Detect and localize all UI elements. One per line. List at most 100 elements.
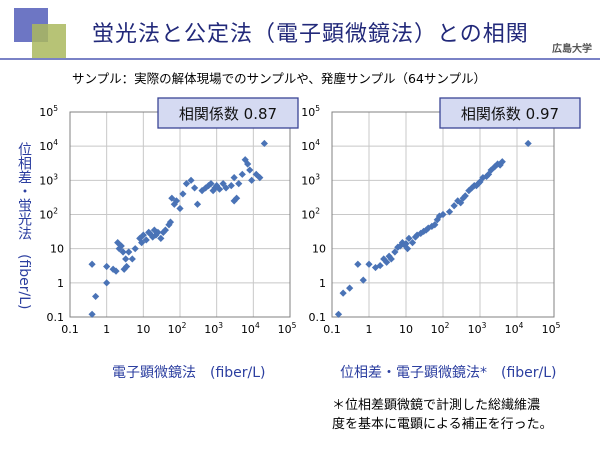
chart2-y-tick-label: 10 [312,243,326,256]
chart1-data-point [179,190,187,198]
chart1-data-point [235,180,243,188]
chart1-data-point [103,262,111,271]
chart2-data-point [398,239,407,247]
chart1-data-point [128,255,136,263]
chart2-data-point [403,245,412,253]
chart2-correlation-label: 相関係数 0.97 [461,105,559,123]
chart2-data-point [459,194,467,202]
chart1-x-tick-label: 102 [168,321,187,336]
chart1-data-point [176,204,184,213]
chart2-data-point [524,139,532,148]
chart2-y-tick-label: 105 [301,104,320,119]
chart1-data-point [122,255,130,263]
chart1-y-tick-label: 103 [39,172,58,187]
header-rule [0,58,600,60]
chart2-data-point [491,163,499,171]
chart2-x-tick-label: 103 [468,321,487,336]
chart1-data-point [154,228,162,236]
chart-2: 0.10.1 1 1 10 10 102 102 103 103 104 104 105 105 相関係数… [301,97,581,336]
chart2-data-point [359,276,367,284]
chart1-data-point [256,174,264,182]
chart2-x-tick-label: 104 [505,321,524,336]
chart2-data-point [383,258,391,266]
chart2-data-point [334,310,343,318]
chart2-data-point [385,252,393,260]
chart1-data-point [139,231,147,239]
chart2-data-point [457,199,465,207]
chart1-data-point [222,184,230,192]
chart1-correlation-box [157,97,299,129]
sample-description: サンプル：実際の解体現場でのサンプルや、発塵サンプル（64サンプル） [72,71,487,86]
chart2-data-point [439,210,447,219]
chart2-data-point [445,208,454,216]
chart2-data-point [431,221,439,229]
chart2-x-tick-label: 1 [366,323,373,336]
chart2-data-point [422,226,430,234]
chart2-data-point [454,197,462,205]
footnote-line-1: ＊位相差顕微鏡で計測した総繊維濃 [332,398,541,413]
chart2-y-tick-label: 1 [319,277,326,290]
chart1-data-point [172,197,181,205]
chart2-data-point [394,243,402,251]
chart1-y-tick-label: 102 [39,207,58,222]
chart1-data-point [246,166,254,174]
chart1-data-point [161,226,170,234]
chart1-data-point [233,194,241,202]
chart2-data-point [339,289,347,297]
chart2-data-point [428,222,436,230]
chart1-data-point [193,200,202,208]
chart2-data-point [424,224,432,232]
chart1-data-point [190,184,199,192]
chart1-y-tick-label: 1 [57,277,64,290]
chart1-data-point [123,262,131,271]
chart1-x-tick-label: 103 [204,321,223,336]
chart1-data-point [103,279,111,287]
chart1-data-point [248,176,256,184]
chart1-data-point [227,182,235,190]
chart1-y-tick-label: 105 [39,104,58,119]
chart2-data-point [450,202,458,210]
chart1-x-tick-label: 105 [278,321,297,336]
chart1-correlation-label: 相関係数 0.87 [179,105,277,123]
chart1-data-point [142,236,150,244]
chart2-data-point [380,255,388,263]
chart2-data-point [396,242,404,250]
chart1-data-point [92,292,100,301]
chart1-x-tick-label: 104 [241,321,260,336]
chart1-data-point [138,239,146,247]
chart1-data-point [166,218,175,226]
decoration-square-green [32,24,66,58]
chart-1: 0.10.1 1 1 10 10 102 102 103 103 104 104 105 105 相関係数… [39,97,299,336]
chart1-data-point [215,185,224,193]
chart1-data-point [230,174,238,182]
chart2-data-point [433,216,441,224]
chart1-data-point [238,170,246,178]
chart1-x-tick-label: 1 [103,323,110,336]
chart2-data-point [417,229,425,237]
chart2-data-point [468,184,476,192]
chart2-y-tick-label: 103 [301,172,320,187]
chart2-x-tick-label: 105 [542,321,561,336]
chart1-data-point [252,170,260,178]
chart1-data-point [119,248,127,256]
chart2-data-point [496,161,504,169]
chart2-x-tick-label: 0.1 [323,323,341,336]
chart1-data-point [120,265,128,273]
chart1-data-point [182,180,191,188]
chart2-data-point [498,158,506,166]
chart1-x-tick-label: 0.1 [61,323,79,336]
chart2-data-point [376,261,384,270]
chart2-x-tick-label: 102 [431,321,450,336]
chart1-data-point [157,234,165,242]
chart1-x-tick-label: 10 [136,323,150,336]
chart1-y-tick-label: 0.1 [47,311,65,324]
chart2-data-point [465,187,473,195]
chart1-y-axis-label: 位相差・蛍光法 (fiber/L) [16,142,32,310]
chart1-y-tick-label: 104 [39,138,58,153]
chart1-data-point [125,248,133,256]
chart1-data-point [187,176,195,184]
chart2-y-tick-label: 0.1 [309,311,327,324]
chart1-data-point [131,245,139,253]
chart1-data-point [207,180,215,188]
